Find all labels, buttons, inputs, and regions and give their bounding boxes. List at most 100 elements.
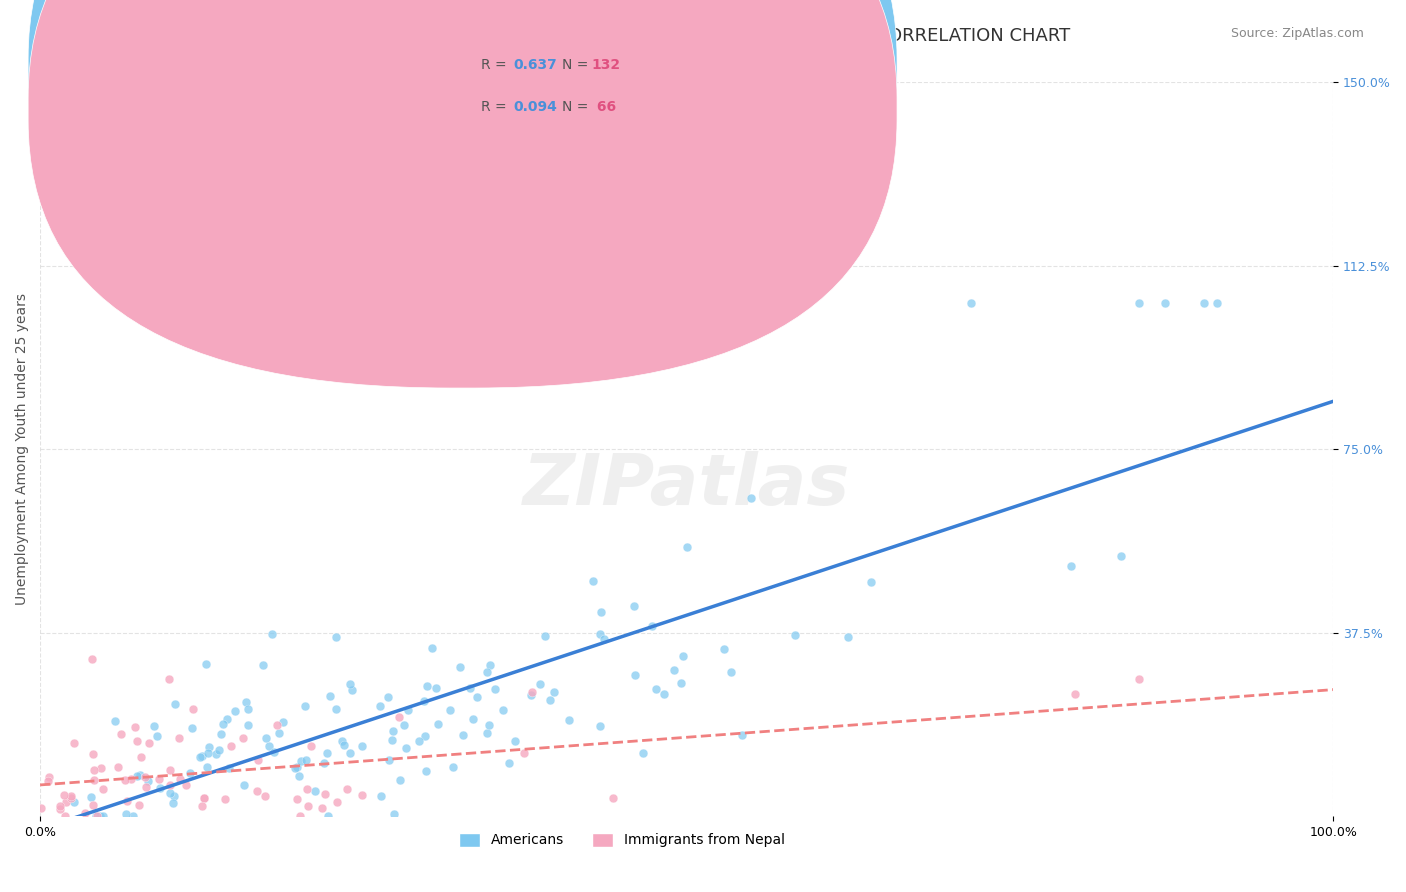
Point bbox=[181, 702, 204, 716]
Point bbox=[652, 686, 675, 700]
Point bbox=[91, 809, 114, 823]
Point bbox=[644, 682, 666, 697]
Point bbox=[413, 694, 436, 708]
Point bbox=[290, 754, 312, 768]
Point bbox=[1109, 549, 1132, 563]
Point bbox=[134, 770, 156, 784]
Point bbox=[266, 718, 288, 732]
Point bbox=[330, 734, 353, 748]
Point bbox=[188, 750, 211, 764]
Point bbox=[128, 768, 150, 782]
Point bbox=[167, 731, 190, 746]
Point bbox=[232, 778, 254, 792]
Point bbox=[143, 719, 166, 733]
Point bbox=[381, 733, 404, 747]
Point bbox=[672, 649, 695, 664]
Point bbox=[492, 704, 515, 718]
Point bbox=[80, 652, 103, 666]
Point bbox=[208, 743, 231, 757]
Point bbox=[86, 809, 108, 823]
Point bbox=[159, 763, 181, 777]
Point bbox=[427, 716, 450, 731]
Point bbox=[543, 685, 565, 699]
Point bbox=[107, 760, 129, 774]
Y-axis label: Unemployment Among Youth under 25 years: Unemployment Among Youth under 25 years bbox=[15, 293, 30, 605]
Point bbox=[1128, 672, 1150, 686]
Point bbox=[257, 739, 280, 753]
Point bbox=[83, 772, 105, 787]
Point bbox=[498, 756, 520, 771]
Point bbox=[295, 782, 318, 797]
Point bbox=[179, 765, 201, 780]
Point bbox=[37, 774, 59, 789]
Text: R =: R = bbox=[481, 100, 510, 114]
Point bbox=[413, 729, 436, 743]
Point bbox=[91, 781, 114, 796]
Point bbox=[110, 727, 132, 741]
Point bbox=[382, 807, 405, 822]
Point bbox=[1192, 295, 1215, 310]
Point bbox=[267, 726, 290, 740]
Point bbox=[396, 703, 419, 717]
Point bbox=[162, 796, 184, 810]
Point bbox=[212, 716, 235, 731]
Text: AMERICAN VS IMMIGRANTS FROM NEPAL UNEMPLOYMENT AMONG YOUTH UNDER 25 YEARS CORREL: AMERICAN VS IMMIGRANTS FROM NEPAL UNEMPL… bbox=[42, 27, 1070, 45]
Point bbox=[449, 660, 471, 674]
Point bbox=[38, 770, 60, 784]
Point bbox=[86, 809, 108, 823]
Point bbox=[1063, 687, 1085, 701]
Point bbox=[477, 665, 499, 679]
Point bbox=[131, 750, 153, 764]
Point bbox=[297, 798, 319, 813]
Text: Source: ZipAtlas.com: Source: ZipAtlas.com bbox=[1230, 27, 1364, 40]
Point bbox=[128, 797, 150, 812]
Point bbox=[198, 740, 221, 755]
Point bbox=[1206, 295, 1229, 310]
Text: 66: 66 bbox=[592, 100, 616, 114]
Point bbox=[326, 795, 349, 809]
Point bbox=[304, 783, 326, 797]
Point bbox=[252, 658, 274, 673]
Legend: Americans, Immigrants from Nepal: Americans, Immigrants from Nepal bbox=[454, 827, 790, 853]
Point bbox=[163, 697, 186, 711]
Text: N =: N = bbox=[562, 58, 593, 72]
Point bbox=[260, 627, 283, 641]
Point bbox=[352, 788, 374, 802]
Point bbox=[475, 725, 498, 739]
Point bbox=[49, 802, 72, 816]
Point bbox=[720, 665, 742, 680]
Point bbox=[478, 717, 501, 731]
Point bbox=[136, 774, 159, 789]
Point bbox=[675, 540, 697, 554]
Point bbox=[602, 791, 624, 805]
Point bbox=[124, 720, 146, 734]
Point bbox=[285, 792, 308, 806]
Point bbox=[339, 746, 361, 760]
Point bbox=[592, 632, 614, 647]
Point bbox=[582, 574, 605, 589]
Point bbox=[253, 789, 276, 803]
Point bbox=[520, 684, 543, 698]
Text: 132: 132 bbox=[592, 58, 621, 72]
Point bbox=[859, 574, 882, 589]
Point bbox=[238, 718, 260, 732]
Point bbox=[82, 747, 104, 761]
Point bbox=[377, 690, 399, 704]
Point bbox=[316, 809, 339, 823]
Point bbox=[60, 791, 83, 805]
Point bbox=[589, 627, 612, 641]
Point bbox=[319, 689, 342, 703]
Point bbox=[125, 733, 148, 747]
Point bbox=[114, 773, 136, 788]
Text: ZIPatlas: ZIPatlas bbox=[523, 451, 851, 520]
Point bbox=[159, 778, 181, 792]
Point bbox=[420, 641, 443, 656]
Point bbox=[316, 746, 339, 760]
Point bbox=[484, 681, 506, 696]
Point bbox=[960, 295, 983, 310]
Point bbox=[159, 672, 181, 686]
Point bbox=[713, 641, 735, 656]
Point bbox=[263, 745, 285, 759]
Point bbox=[127, 769, 149, 783]
Point bbox=[623, 668, 645, 682]
